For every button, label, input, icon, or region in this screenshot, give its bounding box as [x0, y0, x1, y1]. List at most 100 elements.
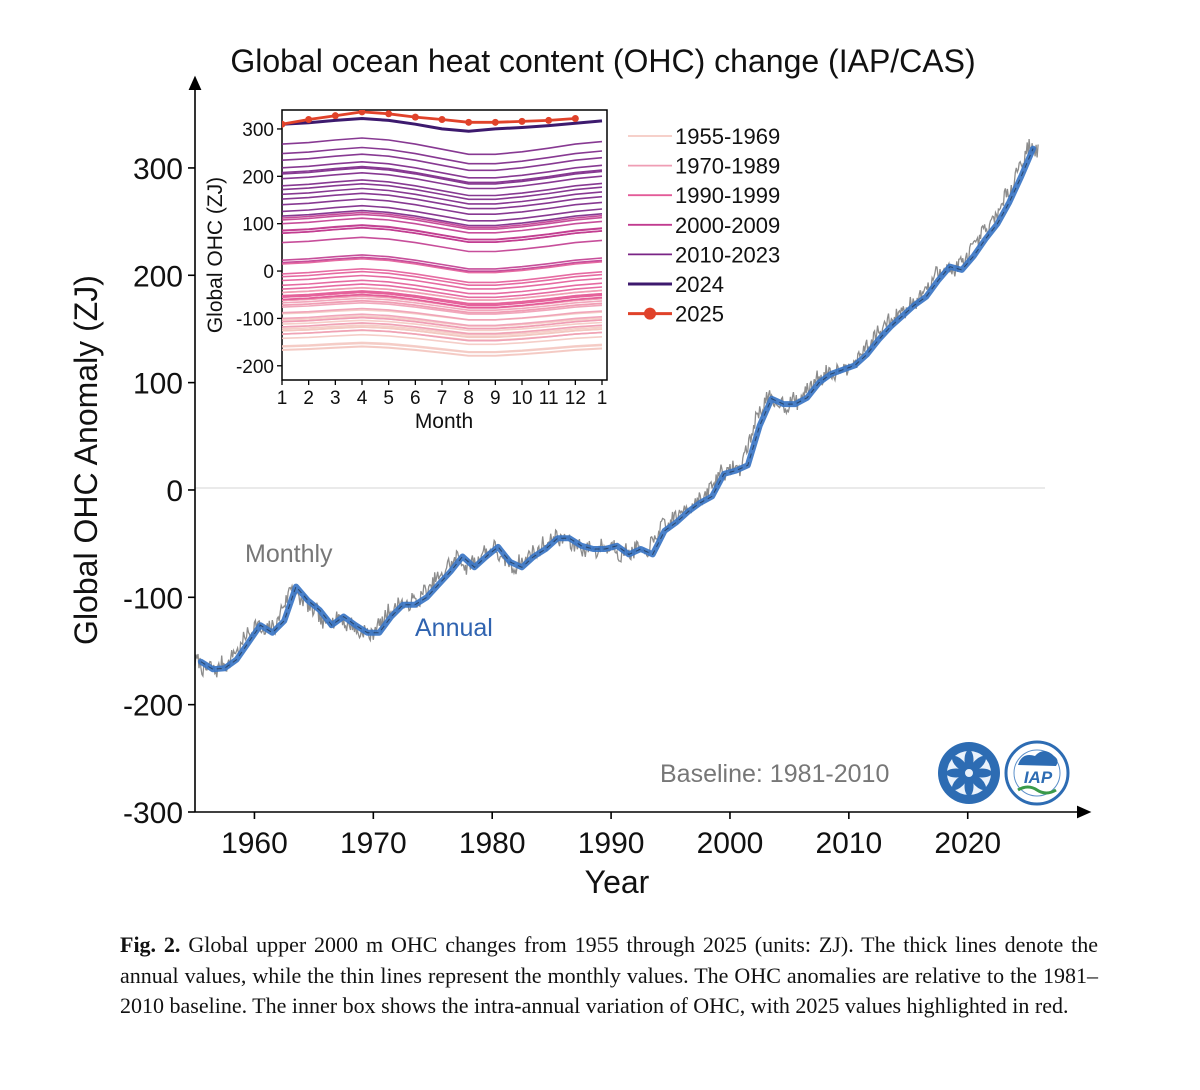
inset-year-line	[282, 299, 603, 314]
y-tick-label: 0	[166, 475, 183, 508]
inset-y-tick-label: 200	[242, 167, 274, 188]
baseline-annotation: Baseline: 1981-2010	[660, 760, 889, 788]
inset-year-line	[282, 291, 603, 307]
inset-series	[282, 110, 603, 357]
legend-swatch-marker	[644, 307, 656, 320]
cas-flower-icon	[946, 750, 992, 796]
inset-year-line	[282, 217, 603, 234]
inset-year-line	[282, 325, 603, 339]
cas-petal	[972, 768, 992, 778]
legend-label: 2025	[675, 302, 724, 327]
inset-year-line	[282, 333, 603, 346]
inset-year-line	[282, 315, 603, 327]
inset-year-line	[282, 313, 603, 327]
inset-2025-point	[331, 112, 339, 120]
inset-year-line	[282, 283, 603, 299]
legend-label: 1990-1999	[675, 183, 780, 208]
x-tick-label: 2020	[934, 827, 1001, 860]
inset-2025-line	[282, 110, 576, 126]
y-tick-label: -300	[123, 797, 183, 830]
chart-title: Global ocean heat content (OHC) change (…	[230, 43, 975, 79]
inset-year-line	[282, 137, 603, 156]
inset-y-tick-label: 100	[242, 215, 274, 236]
inset-x-tick-label: 3	[330, 388, 341, 409]
inset-year-line	[282, 301, 603, 315]
inset-x-tick-label: 1	[597, 388, 608, 409]
inset-2025-point	[282, 120, 286, 128]
inset-y-tick-label: 300	[242, 120, 274, 141]
y-tick-label: -200	[123, 690, 183, 723]
inset-2025-point	[305, 115, 313, 123]
inset-year-line	[282, 307, 603, 321]
inset-year-line	[282, 345, 603, 357]
cas-petal	[970, 774, 986, 790]
inset-year-line	[282, 211, 603, 229]
inset-x-tick-label: 6	[410, 388, 421, 409]
inset-y-axis-label: Global OHC (ZJ)	[204, 177, 227, 333]
inset-year-line	[282, 274, 603, 290]
inset-year-line	[282, 342, 603, 354]
inset-year-line	[282, 182, 603, 201]
x-tick-label: 1960	[221, 827, 288, 860]
inset-year-line	[282, 329, 603, 342]
cas-logo-center	[963, 767, 975, 779]
inset-year-line	[282, 254, 603, 270]
inset-year-line	[282, 209, 603, 227]
legend-label: 2010-2023	[675, 242, 780, 267]
inset-year-line	[282, 160, 603, 179]
inset-2025-point	[545, 116, 553, 124]
inset-x-tick-label: 10	[511, 388, 532, 409]
inset-2025-point	[385, 110, 393, 118]
inset-year-line	[282, 224, 603, 241]
iap-cloud-icon	[1018, 751, 1058, 766]
iap-logo-inner-ring	[1013, 749, 1061, 797]
inset-x-tick-label: 1	[277, 388, 288, 409]
figure-caption: Fig. 2. Global upper 2000 m OHC changes …	[120, 930, 1098, 1022]
x-tick-label: 1970	[340, 827, 407, 860]
y-tick-label: -100	[123, 582, 183, 615]
iap-logo-text: IAP	[1024, 768, 1053, 787]
inset-x-tick-label: 7	[437, 388, 448, 409]
cas-petal	[952, 774, 968, 790]
iap-logo: IAP	[1004, 740, 1070, 806]
inset-year-line	[282, 192, 603, 210]
inset-2025-point	[518, 117, 526, 125]
inset-y-tick-label: 0	[263, 262, 274, 283]
inset-2025-point	[358, 110, 366, 116]
inset-x-axis-label: Month	[415, 410, 473, 433]
legend-label: 2000-2009	[675, 213, 780, 238]
inset-year-line	[282, 213, 603, 230]
caption-label: Fig. 2.	[120, 932, 181, 957]
annual-series-core	[200, 148, 1034, 670]
cas-petal	[970, 756, 986, 772]
annual-annotation: Annual	[415, 614, 493, 642]
y-ticks: 300 200 100 0 -100 -200 -300	[123, 153, 195, 830]
inset-year-line	[282, 316, 603, 330]
cas-petal	[964, 750, 974, 770]
inset-x-tick-label: 12	[565, 388, 586, 409]
cas-petal	[952, 756, 968, 772]
iap-wave-icon	[1017, 785, 1057, 795]
inset-year-line	[282, 198, 603, 215]
y-axis-label: Global OHC Anomaly (ZJ)	[68, 275, 104, 645]
x-ticks: 1960 1970 1980 1990 2000 2010 2020	[221, 812, 1001, 860]
inset-2024-line	[282, 116, 603, 133]
inset-year-line	[282, 204, 603, 222]
caption-text: Global upper 2000 m OHC changes from 195…	[120, 932, 1098, 1018]
inset-year-line	[282, 297, 603, 312]
legend-label: 1970-1989	[675, 154, 780, 179]
inset-year-line	[282, 270, 603, 287]
inset-year-line	[282, 279, 603, 295]
main-series	[194, 138, 1039, 679]
monthly-annotation: Monthly	[245, 540, 333, 568]
inset-year-line	[282, 267, 603, 284]
inset-year-line	[282, 236, 603, 253]
inset-x-tick-label: 5	[383, 388, 394, 409]
x-tick-label: 1990	[578, 827, 645, 860]
inset-year-line	[282, 153, 603, 172]
inset-y-ticks: 300 200 100 0 -100 -200	[236, 120, 282, 378]
inset-x-tick-label: 4	[357, 388, 368, 409]
inset-year-line	[282, 187, 603, 205]
